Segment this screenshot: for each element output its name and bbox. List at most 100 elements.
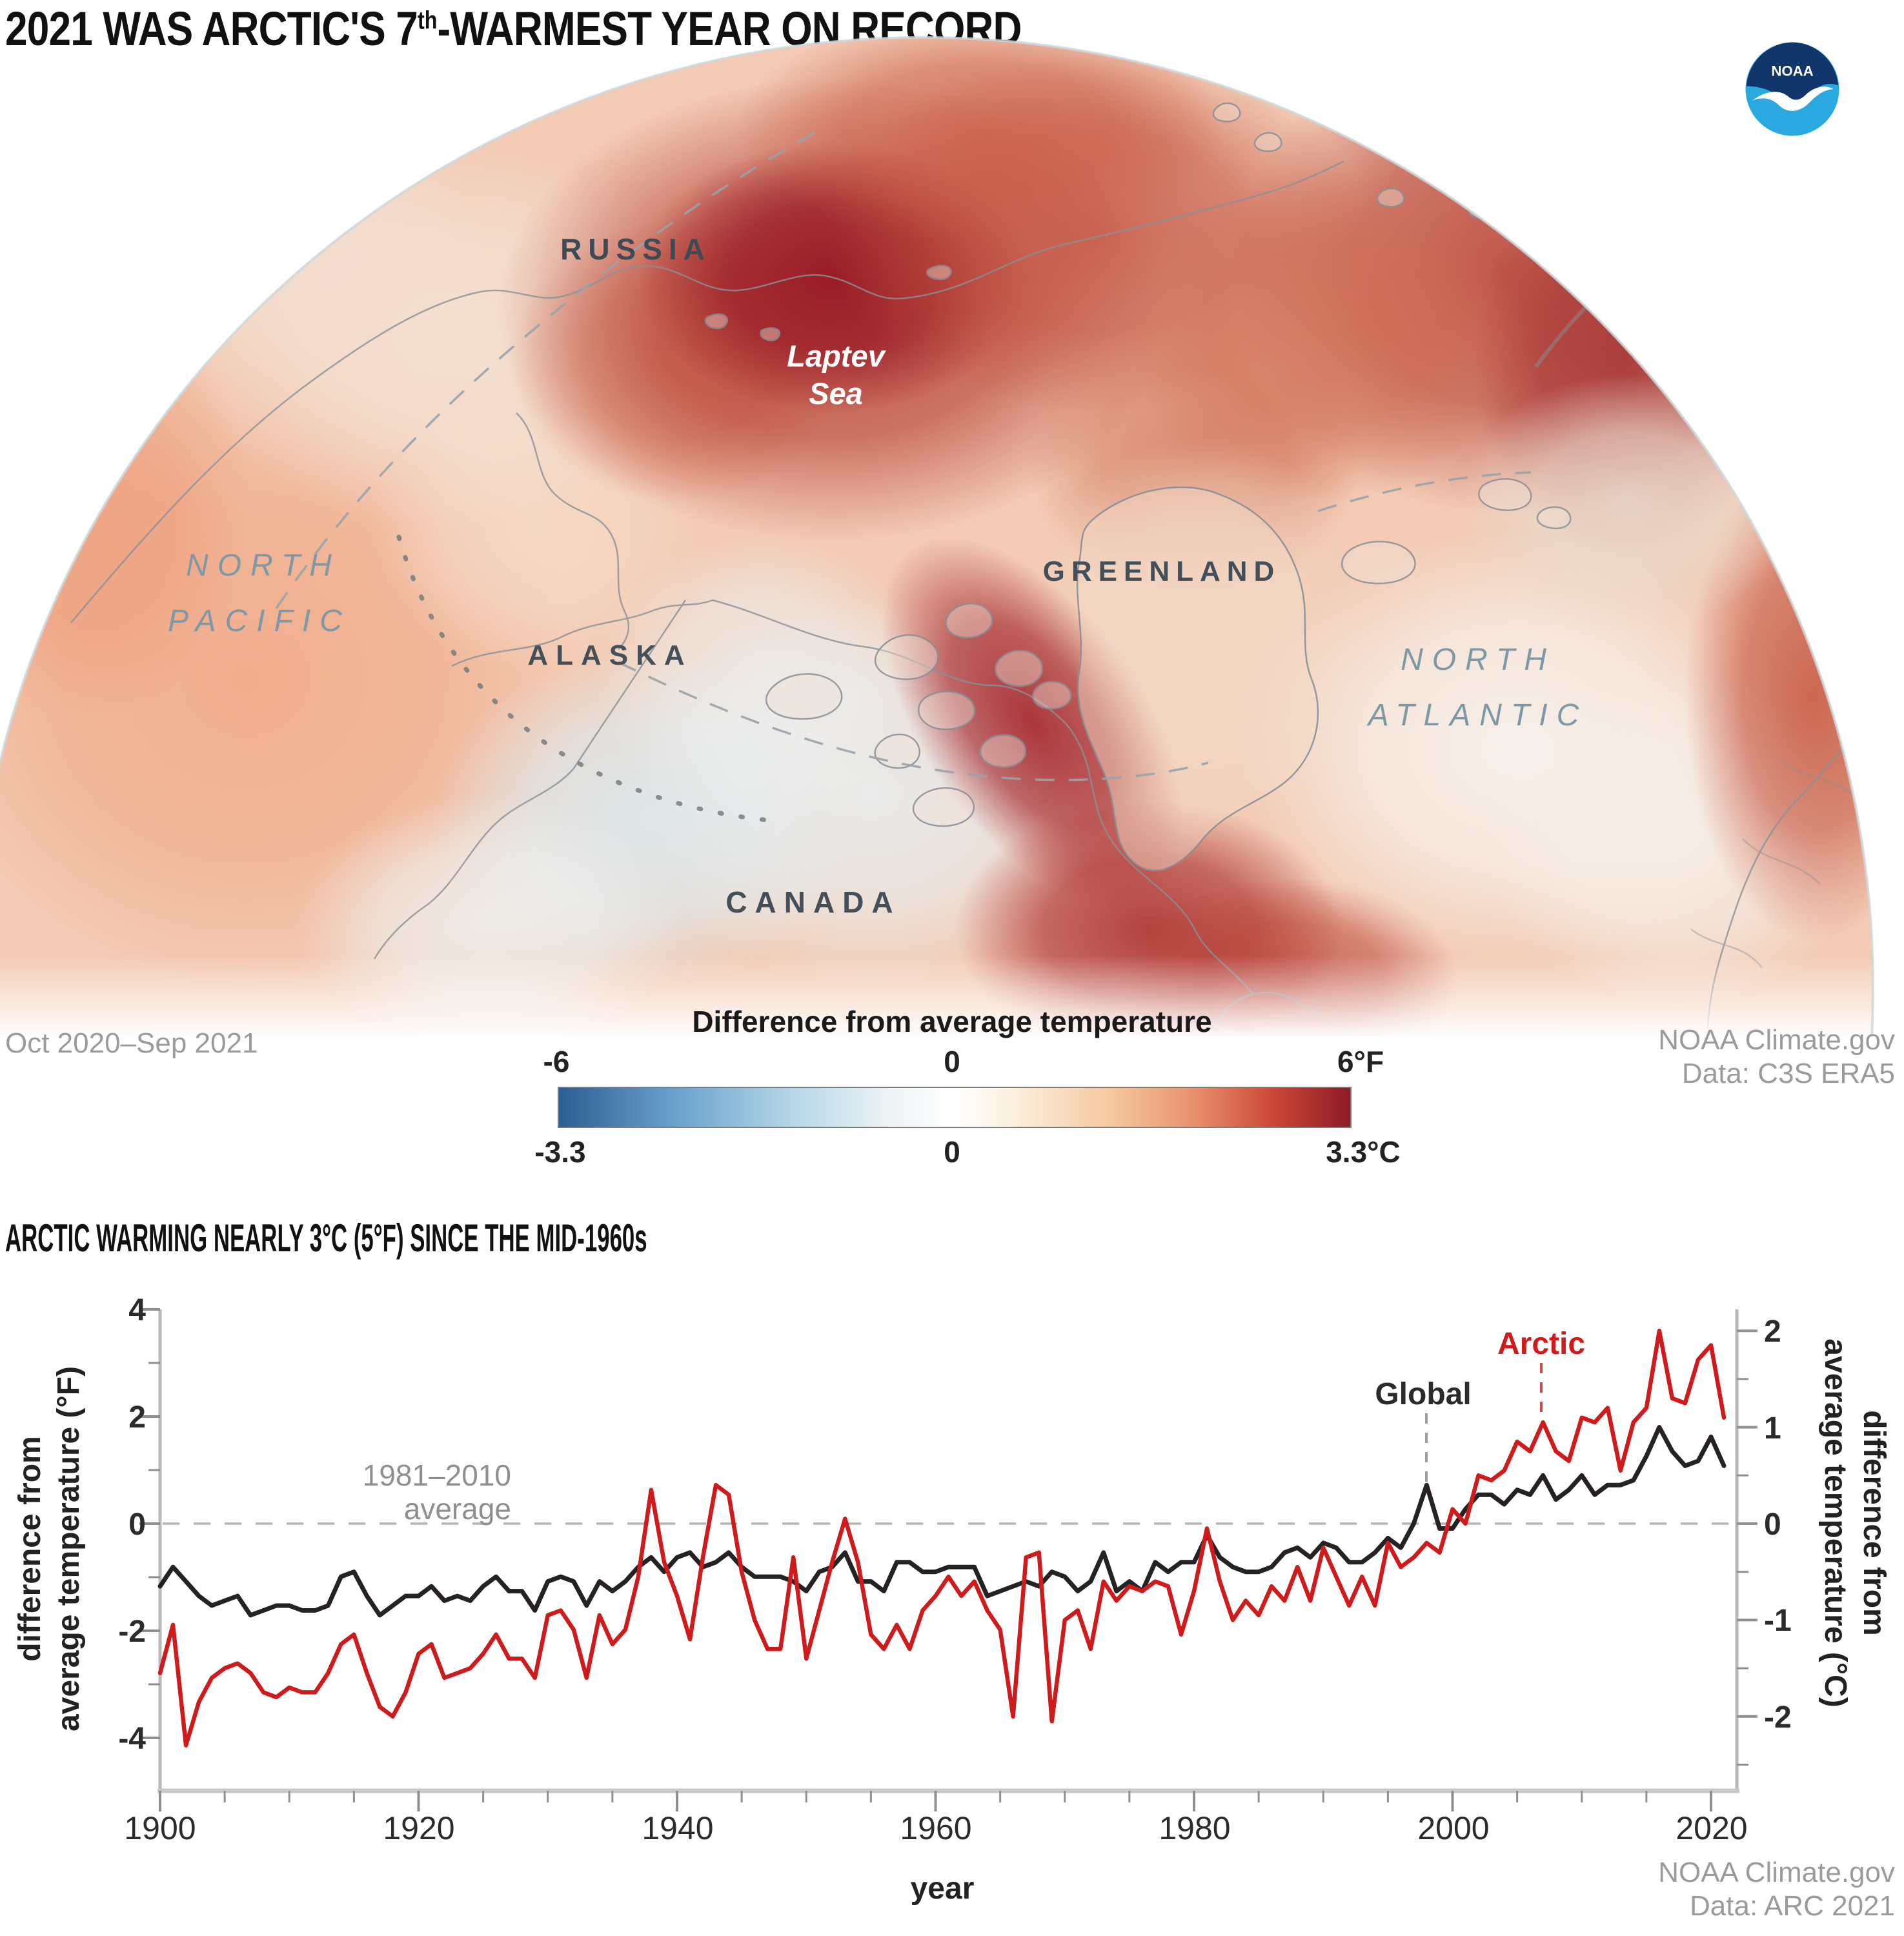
chart-axes: [157, 1309, 1739, 1793]
victoria-island: [765, 673, 843, 720]
arctic-archipelago-island: [874, 634, 939, 680]
arctic-archipelago-island: [917, 691, 976, 731]
x-label-1960: 1960: [900, 1810, 971, 1846]
y-axis-right-title-line2: average temperature (°C): [1818, 1338, 1852, 1707]
label-north-pacific-line1: NORTH: [186, 549, 341, 583]
y-left-label-0: 0: [128, 1507, 146, 1542]
franz-josef-islet: [1468, 199, 1497, 219]
arctic-archipelago-island: [1031, 681, 1072, 710]
legend-c-tick-min: -3.3: [534, 1135, 586, 1169]
label-north-atlantic-line1: NORTH: [1401, 643, 1555, 677]
arctic-annotation-label: Arctic: [1497, 1327, 1585, 1361]
dashed-arc-russia: [271, 132, 815, 615]
noaa-logo-gull-icon: [1752, 86, 1834, 111]
laptev-island: [704, 313, 728, 329]
label-alaska: ALASKA: [527, 640, 692, 671]
label-greenland: GREENLAND: [1043, 556, 1281, 587]
iceland: [1341, 540, 1416, 585]
x-label-1980: 1980: [1159, 1810, 1230, 1846]
y-left-label-4: 4: [128, 1293, 146, 1327]
label-north-pacific-line2: PACIFIC: [168, 604, 351, 638]
arctic-series-line: [157, 1328, 1727, 1748]
canada-north-coastline: [712, 599, 1254, 996]
chart-credit-source: NOAA Climate.gov: [1658, 1857, 1895, 1888]
arctic-archipelago-island: [945, 603, 993, 639]
y-right-label-0: 0: [1764, 1507, 1781, 1542]
legend-colorbar: [558, 1087, 1352, 1128]
arctic-map-svg: RUSSIA Laptev Sea NORTH PACIFIC ALASKA G…: [0, 36, 1874, 1936]
y-left-label-2: 2: [128, 1400, 146, 1435]
chukotka-coastline: [516, 412, 630, 650]
label-laptev-sea-line1: Laptev: [787, 339, 886, 373]
alaska-south-coastline: [373, 769, 574, 960]
page-title-prefix: 2021 WAS ARCTIC'S 7: [5, 2, 418, 55]
x-label-1900: 1900: [124, 1810, 196, 1846]
svalbard-islet: [1536, 506, 1572, 530]
arctic-map: RUSSIA Laptev Sea NORTH PACIFIC ALASKA G…: [0, 36, 1904, 1936]
x-label-2000: 2000: [1417, 1810, 1489, 1846]
legend-c-tick-zero: 0: [944, 1135, 960, 1169]
dashed-arc-canada: [618, 661, 1209, 781]
x-axis-title: year: [911, 1871, 975, 1906]
map-credits: NOAA Climate.gov Data: C3S ERA5: [1658, 1023, 1895, 1091]
anomaly-blob: [1129, 168, 1517, 503]
aleutian-islands-arc: [396, 534, 778, 823]
legend-f-tick-zero: 0: [944, 1045, 960, 1078]
global-annotation-label: Global: [1375, 1377, 1471, 1411]
y-right-label-1: 1: [1764, 1411, 1781, 1446]
legend-c-tick-max: 3.3°C: [1326, 1135, 1401, 1169]
anomaly-blob: [736, 37, 1226, 245]
noaa-logo-sky: [1746, 42, 1839, 104]
axis-ticks: [139, 1308, 1757, 1811]
map-credit-data: Data: C3S ERA5: [1681, 1057, 1895, 1089]
temperature-line-chart: Arctic Global 1981–2010 average 4 2 0 -2…: [13, 1293, 1891, 1906]
y-right-label-m2: -2: [1764, 1700, 1792, 1735]
new-siberian-island: [926, 265, 952, 281]
chart-credits: NOAA Climate.gov Data: ARC 2021: [1658, 1856, 1895, 1923]
globe: RUSSIA Laptev Sea NORTH PACIFIC ALASKA G…: [0, 37, 1873, 1084]
page-title-superscript: th: [418, 6, 438, 35]
alaska-canada-border: [572, 600, 687, 770]
y-axis-left-title-line2: average temperature (°F): [52, 1366, 86, 1731]
arctic-archipelago-island: [995, 649, 1044, 687]
y-axis-right-labels: 2 1 0 -1 -2: [1764, 1315, 1792, 1735]
x-label-2020: 2020: [1676, 1810, 1747, 1846]
severnaya-zemlya-islet: [1253, 132, 1282, 152]
y-axis-left-labels: 4 2 0 -2 -4: [118, 1293, 146, 1756]
label-north-atlantic-line2: ATLANTIC: [1366, 698, 1588, 732]
anomaly-blob: [594, 536, 929, 820]
map-bottom-fade: [0, 942, 1873, 1036]
russia-coastline: [70, 160, 1344, 623]
globe-rim: [0, 36, 1874, 1936]
severnaya-zemlya-islet: [1212, 102, 1241, 123]
legend-title: Difference from average temperature: [692, 1005, 1212, 1038]
chart-title: ARCTIC WARMING NEARLY 3°C (5°F) SINCE TH…: [5, 1216, 647, 1260]
label-laptev-sea-line2: Sea: [809, 376, 863, 410]
x-label-1920: 1920: [383, 1810, 454, 1846]
chart-credit-data: Data: ARC 2021: [1690, 1890, 1895, 1922]
map-period: Oct 2020–Sep 2021: [5, 1027, 258, 1059]
alaska-north-coastline: [451, 599, 713, 667]
y-axis-left-title-line1: difference from: [13, 1436, 47, 1661]
franz-josef-islet: [1376, 187, 1405, 208]
anomaly-blob: [77, 52, 465, 374]
map-labels: RUSSIA Laptev Sea NORTH PACIFIC ALASKA G…: [168, 232, 1588, 919]
arctic-circle-dashed-lines: [271, 132, 1532, 781]
legend-f-tick-min: -6: [543, 1045, 570, 1078]
baseline-note-line1: 1981–2010: [363, 1458, 511, 1492]
arctic-archipelago-island: [912, 787, 975, 827]
x-label-1940: 1940: [642, 1810, 713, 1846]
label-canada: CANADA: [725, 885, 900, 919]
x-axis-labels: 1900 1920 1940 1960 1980 2000 2020: [124, 1810, 1747, 1846]
y-right-label-2: 2: [1764, 1315, 1781, 1349]
label-russia: RUSSIA: [560, 232, 711, 266]
baseline-note-line2: average: [404, 1492, 511, 1526]
map-credit-source: NOAA Climate.gov: [1658, 1024, 1895, 1056]
global-series-line: [157, 1425, 1727, 1618]
arctic-archipelago-island: [979, 734, 1027, 768]
laptev-island: [760, 327, 781, 341]
y-right-label-m1: -1: [1764, 1604, 1792, 1638]
noaa-logo-text: NOAA: [1771, 63, 1813, 79]
y-axis-right-title-line1: difference from: [1857, 1410, 1891, 1635]
